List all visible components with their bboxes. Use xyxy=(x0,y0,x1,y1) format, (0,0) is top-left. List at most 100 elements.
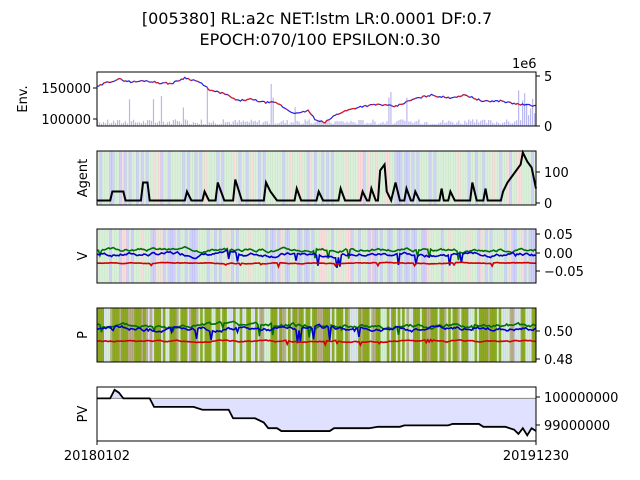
action-shade xyxy=(487,151,491,205)
action-shade xyxy=(370,151,373,205)
volume-bar xyxy=(482,119,484,126)
volume-bar xyxy=(220,123,222,126)
volume-bar xyxy=(276,123,278,126)
volume-bar xyxy=(368,123,370,126)
env-price-line xyxy=(96,76,537,124)
policy-shade xyxy=(255,308,258,362)
policy-shade xyxy=(525,308,528,362)
agent-axes-frame xyxy=(96,150,537,206)
volume-bar xyxy=(380,123,382,126)
action-shade xyxy=(523,151,527,205)
action-shade xyxy=(272,229,276,283)
action-shade xyxy=(133,229,137,283)
action-shade xyxy=(333,229,337,283)
policy-shade xyxy=(219,308,223,362)
volume-bar xyxy=(416,121,418,126)
volume-bar xyxy=(366,122,368,126)
env-price-segment xyxy=(478,98,481,102)
policy-shade xyxy=(380,308,383,362)
action-shade xyxy=(440,151,444,205)
action-shade xyxy=(396,229,400,283)
pv-ytick-99000000: 99000000 xyxy=(544,419,610,434)
policy-shade xyxy=(408,308,412,362)
env-price-segment xyxy=(486,99,489,102)
agent-holding-line xyxy=(97,149,537,204)
volume-bar xyxy=(268,123,270,126)
action-shade xyxy=(506,151,510,205)
action-shade xyxy=(470,151,473,205)
policy-shade xyxy=(176,308,179,362)
policy-shade xyxy=(167,308,170,362)
policy-shade xyxy=(173,308,177,362)
action-shade xyxy=(233,229,237,283)
volume-bar xyxy=(360,119,362,126)
action-shade xyxy=(299,151,303,205)
volume-bar xyxy=(324,123,326,126)
action-shade xyxy=(472,229,476,283)
volume-bar xyxy=(348,122,350,126)
volume-bar xyxy=(346,121,348,126)
policy-shade xyxy=(156,308,159,362)
action-shade xyxy=(260,151,264,205)
action-shade xyxy=(216,151,220,205)
policy-shade xyxy=(531,308,535,362)
volume-bar xyxy=(528,115,530,126)
action-shade xyxy=(511,229,515,283)
policy-shade xyxy=(263,308,267,362)
volume-bar xyxy=(124,121,127,126)
policy-shade xyxy=(140,308,144,362)
policy-shade xyxy=(428,308,432,362)
policy-shade xyxy=(290,308,293,362)
volume-bar xyxy=(342,121,344,126)
volume-bar xyxy=(432,123,434,126)
agent-ylabel: Agent xyxy=(76,159,91,197)
figure-title-line2: EPOCH:070/100 EPSILON:0.30 xyxy=(199,30,440,49)
action-shade xyxy=(436,151,439,205)
volume-bar xyxy=(476,119,478,126)
volume-bar xyxy=(246,121,248,126)
action-shade xyxy=(353,151,356,205)
env-price-segment xyxy=(350,108,353,110)
policy-shade xyxy=(138,308,142,362)
env-price-segment xyxy=(250,98,253,101)
volume-bar xyxy=(186,120,188,126)
policy-shade xyxy=(101,308,104,362)
action-shade xyxy=(457,151,461,205)
action-shade xyxy=(223,151,227,205)
volume-bar xyxy=(422,124,424,126)
policy-shade xyxy=(382,308,385,362)
volume-bar xyxy=(244,121,246,126)
action-shade xyxy=(275,229,278,283)
volume-bar xyxy=(280,121,282,126)
policy-shade xyxy=(498,308,502,362)
action-shade xyxy=(206,229,210,283)
policy-shade xyxy=(334,308,337,362)
action-shade xyxy=(250,229,254,283)
volume-bar xyxy=(524,93,526,126)
action-shade xyxy=(228,151,232,205)
env-price-segment xyxy=(230,96,233,99)
action-shade xyxy=(160,151,164,205)
action-shade xyxy=(199,229,203,283)
env-price-segment xyxy=(165,81,169,85)
env-price-segment xyxy=(488,100,491,103)
env-price-segment xyxy=(500,99,503,102)
env-price-segment xyxy=(346,109,349,112)
volume-bar xyxy=(530,108,532,126)
action-shade xyxy=(272,151,276,205)
env-right-offset-text: 1e6 xyxy=(512,57,537,72)
action-shade xyxy=(138,229,142,283)
volume-bar xyxy=(334,121,336,126)
action-shade xyxy=(131,151,134,205)
volume-bar xyxy=(234,119,236,126)
action-shade xyxy=(245,151,249,205)
policy-shade xyxy=(241,308,245,362)
action-shade xyxy=(172,229,176,283)
env-price-segment xyxy=(196,80,199,83)
volume-bar xyxy=(448,120,450,126)
action-shade xyxy=(165,151,169,205)
env-price-segment xyxy=(432,94,435,97)
action-shade xyxy=(155,229,159,283)
agent-action-background xyxy=(97,151,537,205)
env-price-segment xyxy=(106,81,110,83)
